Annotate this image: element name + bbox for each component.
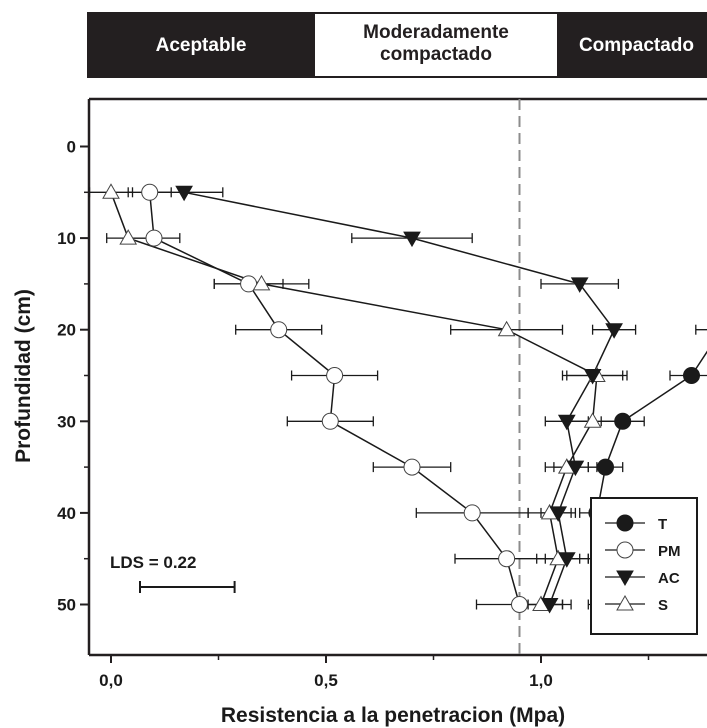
series-line-pm [148, 192, 521, 605]
series-line-ac [183, 191, 615, 605]
band-label-moderadamente-compactado: Moderadamente [363, 22, 509, 43]
legend-label-pm: PM [658, 543, 681, 560]
point-ac [605, 323, 623, 339]
point-pm [141, 183, 159, 201]
y-tick-label: 20 [57, 321, 76, 340]
lds-annotation: LDS = 0.22 [110, 553, 236, 593]
y-tick-label: 50 [57, 596, 76, 615]
point-ac [175, 185, 193, 202]
y-axis: 0 10 20 30 40 50 [57, 138, 89, 615]
y-tick-label: 0 [67, 138, 76, 157]
x-tick-label: 0,5 [314, 671, 338, 690]
legend-box [590, 497, 698, 635]
lds-label: LDS = 0.22 [110, 553, 196, 572]
y-tick-label: 10 [57, 229, 76, 248]
legend-label-t: T [658, 516, 667, 533]
legend-label-ac: AC [658, 570, 680, 587]
point-t [597, 458, 614, 476]
point-ac [570, 277, 589, 293]
y-tick-label: 30 [57, 412, 76, 431]
legend-marker-t [616, 514, 634, 532]
point-ac [566, 460, 585, 477]
x-tick-label: 0,0 [99, 671, 123, 690]
series-layer [88, 183, 707, 614]
point-ac [557, 414, 576, 431]
point-pm [326, 367, 344, 384]
band-compactado [557, 12, 707, 78]
point-ac [583, 369, 602, 385]
band-label-aceptable: Aceptable [156, 35, 247, 56]
point-ac [403, 231, 421, 248]
legend-marker-s [616, 594, 634, 611]
markers-s [102, 183, 606, 611]
point-pm [463, 504, 481, 522]
point-pm [403, 458, 421, 476]
legend-marker-pm [616, 541, 634, 559]
legend-marker-ac [616, 570, 634, 587]
reference-lines [518, 99, 521, 655]
point-ac [549, 506, 568, 522]
point-pm [321, 412, 339, 430]
point-t [614, 412, 632, 430]
markers-pm [141, 183, 528, 613]
point-ac [557, 552, 576, 568]
band-aceptable [87, 12, 315, 78]
point-s [583, 412, 602, 428]
band-label-compactado: Compactado [579, 35, 694, 56]
point-pm [145, 229, 163, 247]
point-s [102, 183, 120, 199]
band-label-moderadamente-compactado: compactado [380, 44, 492, 65]
point-pm [511, 596, 528, 613]
x-tick-label: 1,0 [529, 671, 553, 690]
band-moderadamente-compactado [313, 12, 559, 78]
legend: T PM AC S [590, 497, 698, 635]
series-ac [144, 187, 637, 610]
x-axis-title: Resistencia a la penetracion (Mpa) [221, 704, 565, 727]
x-axis: 0,00,51,01,52,02,5 [99, 655, 650, 690]
markers-ac [175, 185, 623, 614]
legend-label-s: S [658, 597, 668, 614]
point-s [119, 229, 138, 245]
point-pm [498, 550, 516, 568]
point-ac [540, 598, 559, 614]
series-s [88, 187, 628, 610]
point-t [683, 367, 700, 384]
y-tick-label: 40 [57, 504, 76, 523]
series-line-s [110, 192, 598, 605]
point-pm [270, 321, 288, 339]
y-axis-title: Profundidad (cm) [12, 289, 35, 463]
point-s [497, 320, 516, 337]
point-s [252, 274, 271, 291]
series-pm [127, 187, 564, 610]
